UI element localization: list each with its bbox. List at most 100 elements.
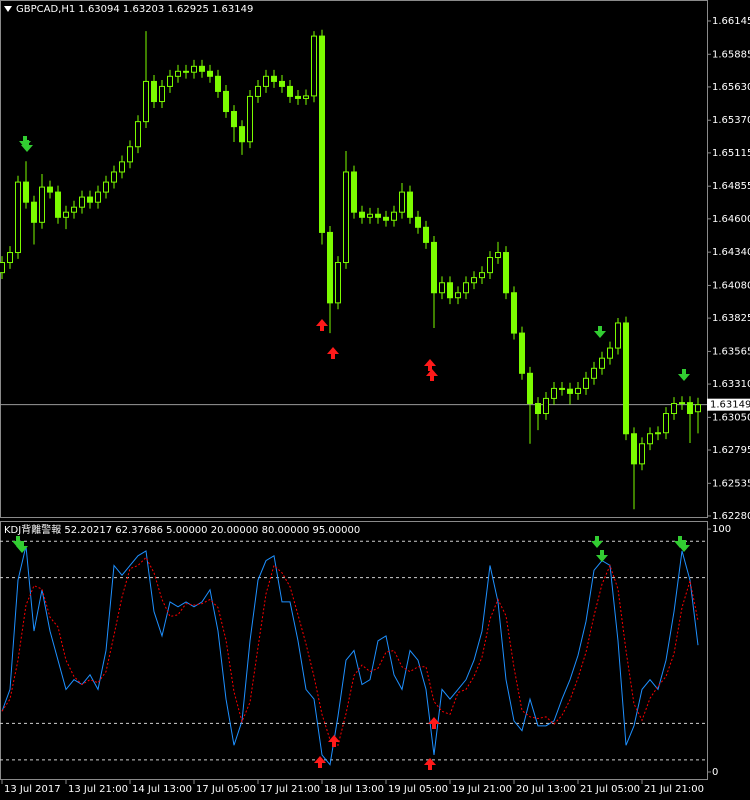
candle-body [279, 80, 285, 87]
candle-body [183, 70, 189, 73]
current-price-label: 1.63149 [710, 400, 750, 411]
x-tick-label: 21 Jul 21:00 [644, 784, 704, 795]
y-tick-label: 100 [712, 524, 731, 535]
candle-body [255, 85, 261, 97]
candle-body [271, 75, 277, 82]
menu-triangle [4, 6, 12, 12]
candle-body [359, 211, 365, 218]
candle-body [55, 191, 61, 218]
candle-body [335, 262, 341, 304]
candle-body [47, 186, 53, 193]
candle-body [375, 213, 381, 218]
candle-body [631, 433, 637, 465]
candle-body [415, 216, 421, 228]
candle-body [39, 186, 45, 223]
x-tick-label: 17 Jul 05:00 [196, 784, 256, 795]
candle-body [567, 388, 573, 394]
y-tick-label: 1.63565 [712, 346, 750, 357]
candle-body [207, 70, 213, 77]
candle-body [463, 282, 469, 294]
candle-body [439, 282, 445, 294]
candle-body [535, 403, 541, 415]
candle-body [15, 181, 21, 254]
candle-body [191, 65, 197, 73]
candle-body [295, 95, 301, 99]
candle-body [143, 80, 149, 123]
chart-title: GBPCAD,H1 1.63094 1.63203 1.62925 1.6314… [16, 4, 253, 15]
candle-body [671, 403, 677, 415]
candle-body [479, 272, 485, 279]
candle-body [351, 171, 357, 213]
candle-body [519, 332, 525, 374]
y-tick-label: 1.65630 [712, 82, 750, 93]
candle-body [343, 171, 349, 264]
candle-body [23, 181, 29, 203]
candle-body [695, 404, 701, 413]
candle-body [311, 35, 317, 97]
y-tick-label: 1.63310 [712, 379, 750, 390]
candle-body [135, 121, 141, 148]
y-tick-label: 1.66145 [712, 16, 750, 27]
main-panel-frame [0, 0, 708, 518]
candle-body [487, 257, 493, 274]
candle-body [231, 111, 237, 128]
candle-body [87, 196, 93, 203]
candle-body [175, 70, 181, 77]
candle-body [455, 292, 461, 299]
current-price-box [707, 398, 750, 411]
candle-body [431, 241, 437, 294]
candle-body [615, 322, 621, 349]
candle-body [551, 387, 557, 399]
candle-body [647, 433, 653, 445]
y-tick-label: 1.63825 [712, 313, 750, 324]
candle-body [495, 252, 501, 259]
x-tick-label: 14 Jul 13:00 [132, 784, 192, 795]
y-tick-label: 1.63050 [712, 412, 750, 423]
candle-body [623, 322, 629, 435]
x-tick-label: 20 Jul 13:00 [516, 784, 576, 795]
candle-body [367, 213, 373, 218]
candle-body [663, 413, 669, 434]
y-tick-label: 1.64600 [712, 214, 750, 225]
candle-body [0, 262, 5, 274]
y-tick-label: 1.65885 [712, 49, 750, 60]
candle-body [31, 201, 37, 223]
candle-body [247, 95, 253, 143]
candle-body [95, 191, 101, 203]
candle-body [447, 282, 453, 299]
y-tick-label: 1.62535 [712, 478, 750, 489]
candle-body [287, 85, 293, 97]
candle-body [559, 387, 565, 390]
candle-body [655, 432, 661, 435]
y-tick-label: 1.64080 [712, 280, 750, 291]
x-tick-label: 13 Jul 21:00 [68, 784, 128, 795]
x-tick-label: 21 Jul 05:00 [580, 784, 640, 795]
candle-body [7, 252, 13, 264]
indicator-title: KDJ背離警報 52.20217 62.37686 5.00000 20.000… [4, 523, 360, 536]
y-tick-label: 1.64340 [712, 247, 750, 258]
candle-body [319, 35, 325, 233]
x-tick-label: 13 Jul 2017 [4, 784, 61, 795]
candle-body [399, 191, 405, 213]
candle-body [215, 75, 221, 92]
y-tick-label: 1.62280 [712, 511, 750, 522]
candle-body [151, 80, 157, 103]
y-tick-label: 1.64855 [712, 181, 750, 192]
candle-body [543, 397, 549, 415]
candle-body [263, 75, 269, 87]
candle-body [687, 402, 693, 415]
candle-body [599, 357, 605, 369]
x-tick-label: 19 Jul 21:00 [452, 784, 512, 795]
y-tick-label: 0 [712, 767, 718, 778]
candle-body [127, 146, 133, 163]
y-tick-label: 1.65370 [712, 115, 750, 126]
candle-body [527, 372, 533, 405]
candle-body [303, 95, 309, 99]
candle-body [607, 347, 613, 359]
candle-body [63, 211, 69, 218]
candle-body [511, 292, 517, 334]
candle-body [471, 277, 477, 284]
candle-body [583, 377, 589, 389]
